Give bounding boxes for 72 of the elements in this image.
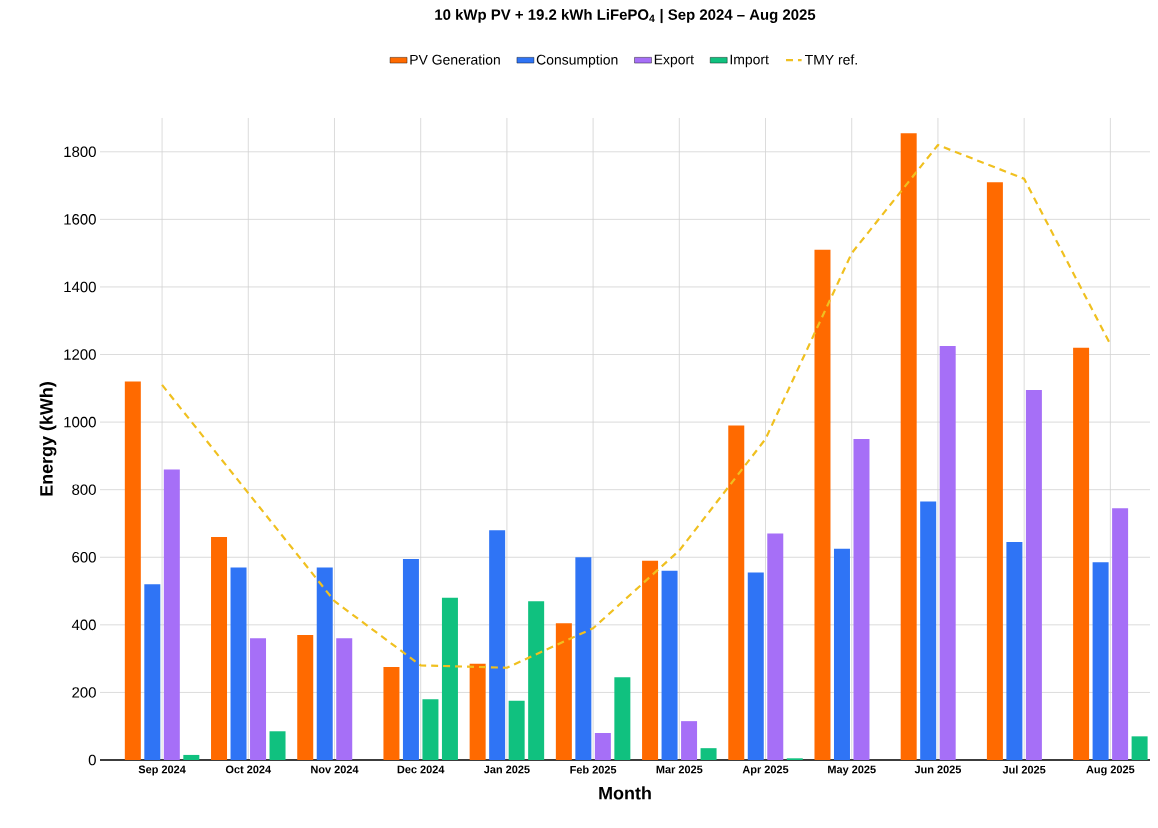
bar (661, 570, 678, 760)
y-tick-label: 1400 (64, 281, 96, 293)
x-tick-label: Dec 2024 (397, 765, 445, 774)
bar (681, 721, 698, 760)
x-tick-label: Jun 2025 (914, 765, 962, 774)
bar (211, 536, 228, 760)
x-tick-label: Jan 2025 (483, 765, 530, 774)
bar (1073, 347, 1090, 760)
bar (489, 530, 506, 760)
bar (163, 469, 180, 760)
bar (250, 638, 267, 760)
y-tick-label: 200 (72, 687, 96, 698)
legend-label: Export (654, 54, 694, 68)
x-tick-label: Oct 2024 (225, 765, 272, 774)
bar (1092, 562, 1109, 760)
y-tick-label: 1600 (64, 214, 96, 225)
bar (853, 439, 870, 760)
legend-label: TMY ref. (805, 54, 857, 65)
bar (297, 634, 314, 760)
y-tick-label: 800 (72, 484, 96, 495)
bar (747, 572, 764, 760)
bar (555, 623, 572, 760)
x-tick-label: Sep 2024 (138, 765, 186, 776)
bar (700, 748, 717, 760)
y-tick-label: 600 (72, 551, 96, 563)
y-tick-label: 1200 (64, 349, 96, 360)
y-tick-label: 400 (71, 619, 96, 631)
line-series (160, 143, 1112, 669)
legend-label: Consumption (536, 54, 618, 68)
bar (183, 754, 200, 760)
x-tick-label: Mar 2025 (656, 765, 703, 774)
x-tick-label: May 2025 (828, 765, 876, 776)
bar (920, 501, 937, 760)
bar (767, 533, 784, 760)
bar (642, 560, 659, 760)
x-axis-title: Month (599, 786, 651, 800)
bar (1006, 542, 1023, 760)
bar (1112, 508, 1129, 760)
x-tick-label: Jul 2025 (1002, 765, 1046, 774)
bar (1131, 736, 1148, 760)
bar (528, 601, 545, 760)
bar (1025, 390, 1042, 760)
bar (269, 731, 286, 760)
bar (383, 667, 400, 760)
y-tick-label: 0 (88, 754, 96, 766)
bar (441, 597, 458, 760)
y-tick-label: 1800 (64, 146, 96, 158)
legend-label: Import (730, 54, 769, 68)
bar (469, 663, 486, 760)
bar (594, 732, 611, 760)
x-tick-label: Apr 2025 (742, 765, 789, 776)
bar (833, 548, 850, 760)
bar (402, 558, 419, 760)
bar (144, 584, 161, 760)
x-tick-label: Feb 2025 (570, 765, 617, 774)
y-tick-label: 1000 (64, 416, 96, 428)
bar (814, 249, 831, 760)
y-axis-title: Energy (kWh) (39, 382, 57, 496)
bar (728, 425, 745, 760)
bar (575, 557, 592, 760)
bar (124, 381, 141, 760)
bar (336, 638, 353, 760)
chart-title: 10 kWp PV + 19.2 kWh LiFePO$_{4}$ | Sep 2024 – Aug 2025 (435, 8, 816, 24)
bar (900, 133, 917, 760)
bar (614, 677, 631, 760)
bar (986, 182, 1003, 760)
bar (316, 567, 333, 760)
legend-label: PV Generation (410, 54, 500, 65)
x-tick-label: Nov 2024 (311, 765, 359, 774)
bar (230, 567, 247, 760)
x-tick-label: Aug 2025 (1086, 765, 1135, 776)
bar (939, 346, 956, 760)
